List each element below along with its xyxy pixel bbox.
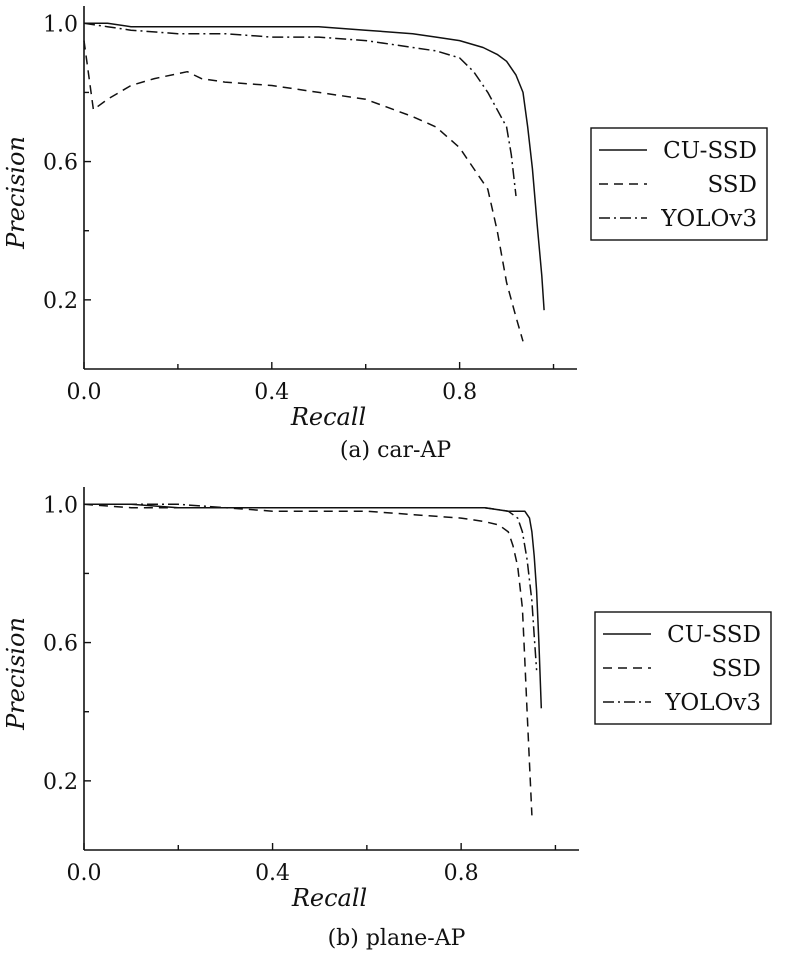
series-line-cu-ssd [84, 22, 545, 311]
legend-label: CU-SSD [667, 622, 761, 648]
chart-panel-car-ap: 0.0 0.4 0.8 0.2 0.6 1.0 Recall Precision (a) car… [2, 6, 768, 463]
x-axis-title: Recall [290, 403, 366, 431]
legend: CU-SSD SSD YOLOv3 [590, 127, 768, 241]
y-tick-label: 0.2 [43, 770, 78, 795]
series-line-ssd [83, 40, 524, 342]
chart-caption: (b) plane-AP [328, 926, 466, 951]
legend: CU-SSD SSD YOLOv3 [594, 611, 772, 725]
series-line-cu-ssd [84, 503, 543, 709]
y-axis-title: Precision [2, 136, 30, 250]
y-tick-label: 1.0 [43, 12, 78, 37]
y-tick-label: 0.6 [43, 151, 78, 176]
y-tick-label: 0.2 [43, 289, 78, 314]
legend-label: CU-SSD [663, 138, 757, 164]
chart-panel-plane-ap: 0.0 0.4 0.8 0.2 0.6 1.0 Recall Precision (b) pla… [2, 487, 772, 951]
y-tick-label: 0.6 [43, 632, 78, 657]
series-line-ssd [83, 503, 533, 816]
legend-label: SSD [707, 172, 757, 198]
legend-label: YOLOv3 [660, 206, 757, 232]
x-tick-label: 0.8 [444, 861, 479, 886]
x-tick-label: 0.4 [255, 861, 290, 886]
x-tick-label: 0.8 [442, 380, 477, 405]
x-axis-title: Recall [291, 884, 367, 912]
chart-caption: (a) car-AP [340, 438, 452, 463]
x-tick-label: 0.4 [254, 380, 289, 405]
series-line-yolov3 [83, 22, 517, 197]
x-tick-label: 0.0 [67, 380, 102, 405]
x-tick-label: 0.0 [67, 861, 102, 886]
y-axis-title: Precision [2, 617, 30, 731]
y-tick-label: 1.0 [43, 493, 78, 518]
legend-label: YOLOv3 [664, 690, 761, 716]
legend-label: SSD [711, 656, 761, 682]
series-line-yolov3 [84, 503, 538, 671]
